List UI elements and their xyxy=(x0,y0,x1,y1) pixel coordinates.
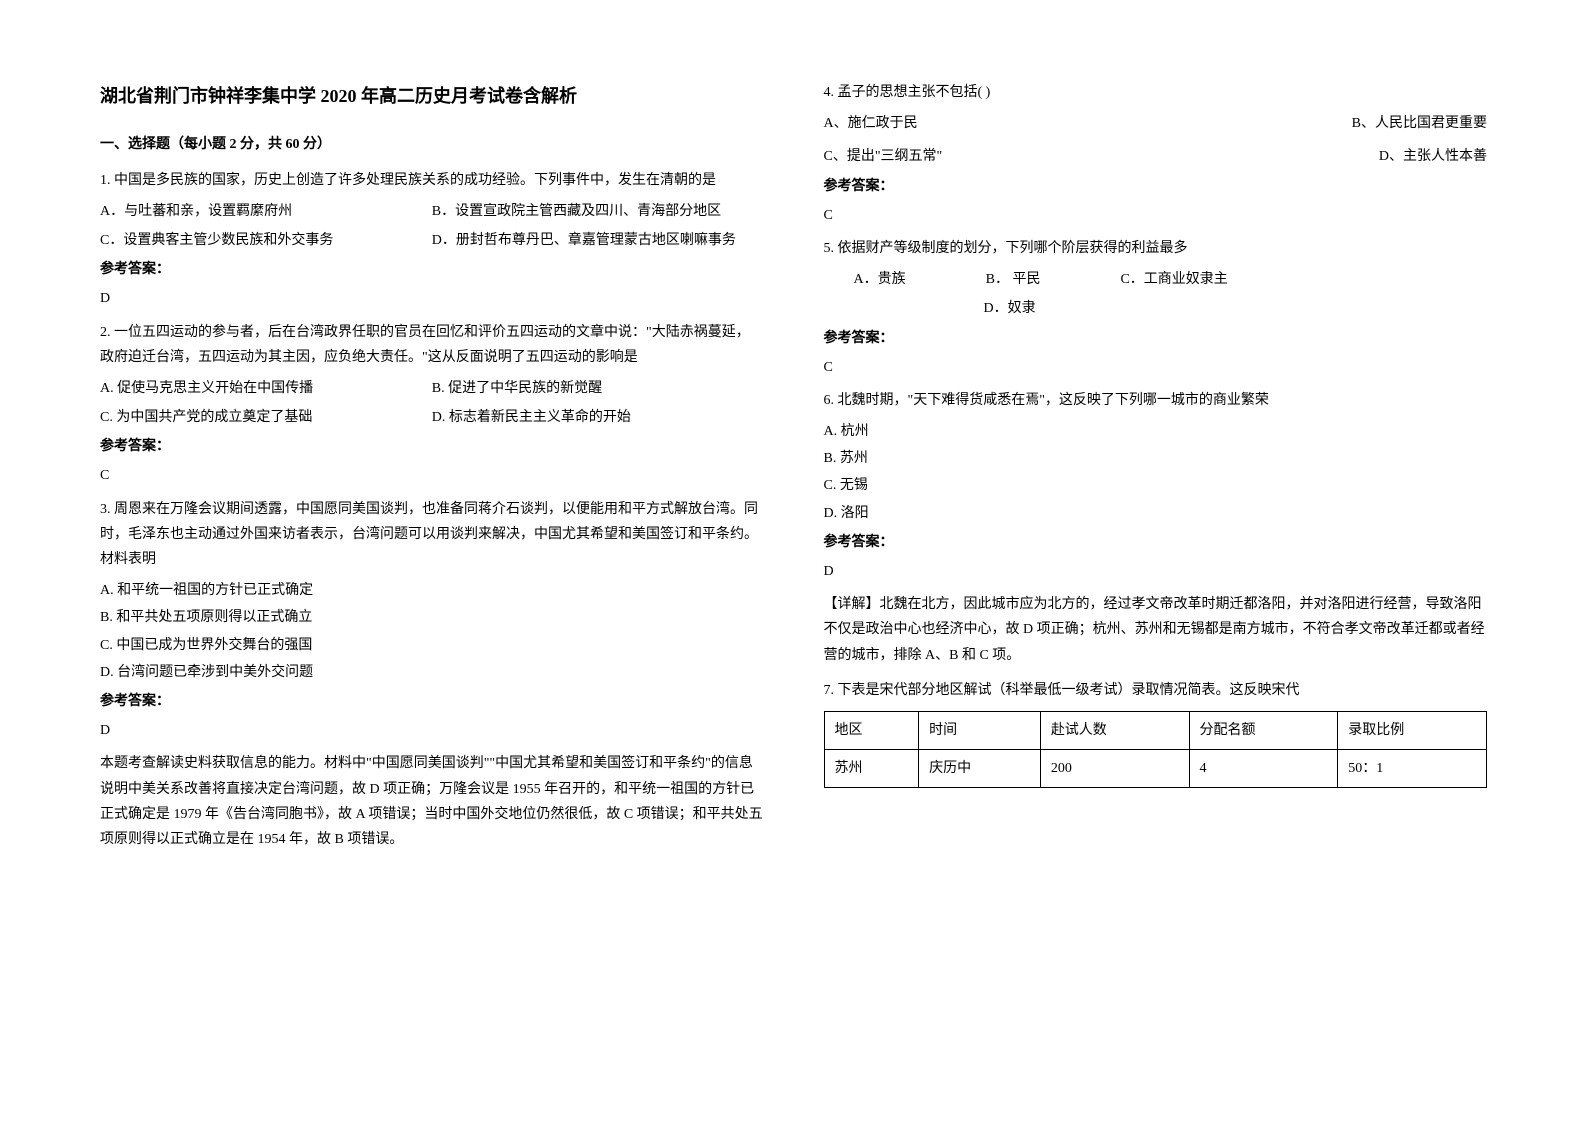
q1-optD: D．册封哲布尊丹巴、章嘉管理蒙古地区喇嘛事务 xyxy=(432,228,764,253)
q5-optD-row: D．奴隶 xyxy=(824,296,1488,321)
exam-title: 湖北省荆门市钟祥李集中学 2020 年高二历史月考试卷含解析 xyxy=(100,80,764,112)
q4-answer-label: 参考答案： xyxy=(824,174,1488,199)
q3-answer-label: 参考答案： xyxy=(100,689,764,714)
col-attendees: 赴试人数 xyxy=(1040,711,1189,749)
cell-ratio: 50：1 xyxy=(1338,750,1487,788)
q5-text: 5. 依据财产等级制度的划分，下列哪个阶层获得的利益最多 xyxy=(824,236,1488,261)
q5-optD: D．奴隶 xyxy=(984,301,1036,316)
cell-attendees: 200 xyxy=(1040,750,1189,788)
q5-answer: C xyxy=(824,355,1488,380)
q6-answer-label: 参考答案： xyxy=(824,530,1488,555)
col-quota: 分配名额 xyxy=(1189,711,1338,749)
q6-explanation: 【详解】北魏在北方，因此城市应为北方的，经过孝文帝改革时期迁都洛阳，并对洛阳进行… xyxy=(824,592,1488,668)
q1-options-row-2: C．设置典客主管少数民族和外交事务 D．册封哲布尊丹巴、章嘉管理蒙古地区喇嘛事务 xyxy=(100,228,764,253)
q1-optB: B．设置宣政院主管西藏及四川、青海部分地区 xyxy=(432,199,764,224)
q2-answer-label: 参考答案： xyxy=(100,434,764,459)
right-column: 4. 孟子的思想主张不包括( ) A、施仁政于民 B、人民比国君更重要 C、提出… xyxy=(824,80,1488,1082)
q4-text: 4. 孟子的思想主张不包括( ) xyxy=(824,80,1488,105)
q3-answer: D xyxy=(100,718,764,743)
q4-optC: C、提出"三纲五常" xyxy=(824,144,943,169)
q5-optC: C．工商业奴隶主 xyxy=(1120,267,1227,292)
cell-region: 苏州 xyxy=(824,750,919,788)
q3-optA: A. 和平统一祖国的方针已正式确定 xyxy=(100,578,764,603)
q7-text: 7. 下表是宋代部分地区解试（科举最低一级考试）录取情况简表。这反映宋代 xyxy=(824,678,1488,703)
section-header: 一、选择题（每小题 2 分，共 60 分） xyxy=(100,132,764,157)
col-ratio: 录取比例 xyxy=(1338,711,1487,749)
q6-optB: B. 苏州 xyxy=(824,446,1488,471)
q6-optC: C. 无锡 xyxy=(824,473,1488,498)
q7-table: 地区 时间 赴试人数 分配名额 录取比例 苏州 庆历中 200 4 50：1 xyxy=(824,711,1488,788)
question-7: 7. 下表是宋代部分地区解试（科举最低一级考试）录取情况简表。这反映宋代 地区 … xyxy=(824,678,1488,789)
cell-quota: 4 xyxy=(1189,750,1338,788)
q3-explanation: 本题考查解读史料获取信息的能力。材料中"中国愿同美国谈判""中国尤其希望和美国签… xyxy=(100,751,764,852)
q5-answer-label: 参考答案： xyxy=(824,326,1488,351)
q4-optA: A、施仁政于民 xyxy=(824,111,918,136)
q4-answer: C xyxy=(824,203,1488,228)
left-column: 湖北省荆门市钟祥李集中学 2020 年高二历史月考试卷含解析 一、选择题（每小题… xyxy=(100,80,764,1082)
col-time: 时间 xyxy=(919,711,1041,749)
spacer xyxy=(824,136,1488,144)
question-5: 5. 依据财产等级制度的划分，下列哪个阶层获得的利益最多 A．贵族 B． 平民 … xyxy=(824,236,1488,380)
question-2: 2. 一位五四运动的参与者，后在台湾政界任职的官员在回忆和评价五四运动的文章中说… xyxy=(100,320,764,489)
q5-optA: A．贵族 xyxy=(854,267,906,292)
q6-optA: A. 杭州 xyxy=(824,419,1488,444)
q2-optA: A. 促使马克思主义开始在中国传播 xyxy=(100,376,432,401)
q4-optD: D、主张人性本善 xyxy=(1379,144,1487,169)
col-region: 地区 xyxy=(824,711,919,749)
q3-optD: D. 台湾问题已牵涉到中美外交问题 xyxy=(100,660,764,685)
question-4: 4. 孟子的思想主张不包括( ) A、施仁政于民 B、人民比国君更重要 C、提出… xyxy=(824,80,1488,228)
table-row: 苏州 庆历中 200 4 50：1 xyxy=(824,750,1487,788)
q6-answer: D xyxy=(824,559,1488,584)
q2-options-row-2: C. 为中国共产党的成立奠定了基础 D. 标志着新民主主义革命的开始 xyxy=(100,405,764,430)
question-1: 1. 中国是多民族的国家，历史上创造了许多处理民族关系的成功经验。下列事件中，发… xyxy=(100,168,764,312)
question-6: 6. 北魏时期，"天下难得货咸悉在焉"，这反映了下列哪一城市的商业繁荣 A. 杭… xyxy=(824,388,1488,668)
q4-options-row-1: A、施仁政于民 B、人民比国君更重要 xyxy=(824,111,1488,136)
q4-optB: B、人民比国君更重要 xyxy=(1352,111,1487,136)
q1-text: 1. 中国是多民族的国家，历史上创造了许多处理民族关系的成功经验。下列事件中，发… xyxy=(100,168,764,193)
q2-options-row-1: A. 促使马克思主义开始在中国传播 B. 促进了中华民族的新觉醒 xyxy=(100,376,764,401)
q1-options-row-1: A．与吐蕃和亲，设置羁縻府州 B．设置宣政院主管西藏及四川、青海部分地区 xyxy=(100,199,764,224)
q6-optD: D. 洛阳 xyxy=(824,501,1488,526)
q3-text: 3. 周恩来在万隆会议期间透露，中国愿同美国谈判，也准备同蒋介石谈判，以便能用和… xyxy=(100,497,764,573)
cell-time: 庆历中 xyxy=(919,750,1041,788)
q1-answer-label: 参考答案： xyxy=(100,257,764,282)
question-3: 3. 周恩来在万隆会议期间透露，中国愿同美国谈判，也准备同蒋介石谈判，以便能用和… xyxy=(100,497,764,852)
q4-options-row-2: C、提出"三纲五常" D、主张人性本善 xyxy=(824,144,1488,169)
q5-options-row-1: A．贵族 B． 平民 C．工商业奴隶主 xyxy=(824,267,1488,292)
q1-answer: D xyxy=(100,286,764,311)
q5-optB: B． 平民 xyxy=(986,267,1041,292)
q6-text: 6. 北魏时期，"天下难得货咸悉在焉"，这反映了下列哪一城市的商业繁荣 xyxy=(824,388,1488,413)
q1-optA: A．与吐蕃和亲，设置羁縻府州 xyxy=(100,199,432,224)
q3-optC: C. 中国已成为世界外交舞台的强国 xyxy=(100,633,764,658)
q2-text: 2. 一位五四运动的参与者，后在台湾政界任职的官员在回忆和评价五四运动的文章中说… xyxy=(100,320,764,370)
q1-optC: C．设置典客主管少数民族和外交事务 xyxy=(100,228,432,253)
q2-optC: C. 为中国共产党的成立奠定了基础 xyxy=(100,405,432,430)
q2-answer: C xyxy=(100,463,764,488)
q2-optB: B. 促进了中华民族的新觉醒 xyxy=(432,376,764,401)
q2-optD: D. 标志着新民主主义革命的开始 xyxy=(432,405,764,430)
q3-optB: B. 和平共处五项原则得以正式确立 xyxy=(100,605,764,630)
table-header-row: 地区 时间 赴试人数 分配名额 录取比例 xyxy=(824,711,1487,749)
